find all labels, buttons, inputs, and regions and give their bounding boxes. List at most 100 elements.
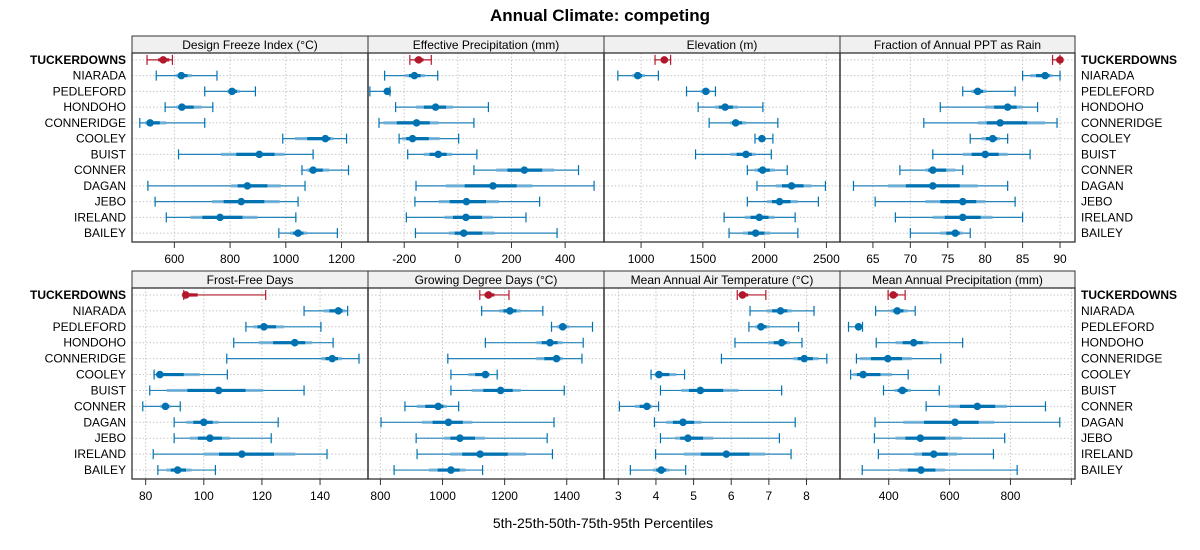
row-label-conner: CONNER [1081,163,1133,177]
percentile-mark-buist [177,149,314,160]
row-label-bailey: BAILEY [84,226,126,240]
axis-tick-label: 800 [370,489,390,503]
axis-tick-label: 4 [653,489,660,503]
median-point [255,150,264,159]
panel-3: Fraction of Annual PPT as Rain 65 70 75 80 85… [839,35,1177,266]
percentile-mark-jebo [415,433,548,444]
median-point [951,229,960,237]
row-label-tuckerdowns: TUCKERDOWNS [30,53,126,67]
panel-4: Frost-Free Days 80 100 120 140 TUCKERDOWNS NIA… [30,270,369,503]
axis-tick-label: 70 [904,252,918,266]
row-label-conneridge: CONNERIDGE [45,116,126,130]
row-label-jebo: JEBO [1081,431,1112,445]
median-point [951,418,959,427]
row-label-jebo: JEBO [95,431,126,445]
median-point [328,354,337,363]
percentile-mark-conner [925,401,1047,412]
percentile-mark-conneridge [226,353,360,364]
median-point [758,134,766,143]
axis-tick-label: 2000 [751,252,778,266]
panel-strip-title: Effective Precipitation (mm) [413,38,560,52]
median-point [408,134,417,143]
median-point [238,450,246,458]
percentile-mark-conner [142,401,181,412]
median-point [447,466,455,474]
row-label-dagan: DAGAN [1081,415,1124,429]
median-point [412,119,421,127]
median-point [444,418,453,427]
median-point [738,291,747,299]
percentile-mark-conneridge [378,117,475,128]
median-point [958,197,967,206]
axis-tick-label: -200 [392,252,416,266]
percentile-mark-dagan [147,180,306,191]
percentile-mark-jebo [414,196,541,207]
axis-tick-label: 600 [164,252,184,266]
median-point [787,182,796,190]
percentile-mark-ireland [416,449,554,460]
axis-tick-label: 90 [1053,252,1067,266]
percentile-mark-tuckerdowns [146,54,174,65]
percentile-mark-tuckerdowns [654,54,672,65]
median-point [506,307,514,315]
median-point [520,166,529,174]
median-point [696,386,705,395]
row-label-conneridge: CONNERIDGE [1081,116,1162,130]
median-point [260,322,268,331]
percentile-mark-conneridge [708,117,779,128]
median-point [414,56,423,64]
row-label-cooley: COOLEY [1081,132,1131,146]
median-point [758,166,767,174]
row-label-hondoho: HONDOHO [63,100,126,114]
panel-frame [603,52,841,243]
row-label-buist: BUIST [1081,147,1117,161]
row-label-niarada: NIARADA [1081,69,1134,83]
percentile-mark-conner [899,165,964,176]
median-point [643,402,651,411]
percentile-mark-cooley [153,369,228,380]
percentile-mark-bailey [629,465,687,476]
row-label-bailey: BAILEY [1081,226,1123,240]
panel-frame [131,52,369,243]
percentile-mark-jebo [154,196,299,207]
row-label-tuckerdowns: TUCKERDOWNS [1081,53,1177,67]
percentile-mark-bailey [157,465,217,476]
median-point [973,87,982,96]
percentile-mark-niarada [617,70,659,81]
median-point [988,134,997,143]
percentile-mark-pedleford [962,86,1016,97]
percentile-mark-hondoho [484,337,584,348]
median-point [334,307,343,315]
median-point [484,291,493,299]
percentile-mark-tuckerdowns [181,289,267,300]
median-point [434,150,443,159]
median-point [321,134,330,143]
median-point [462,213,470,222]
row-label-ireland: IRELAND [1081,447,1133,461]
percentile-mark-pedleford [550,321,594,332]
row-label-niarada: NIARADA [73,69,126,83]
percentile-mark-cooley [282,133,348,144]
percentile-mark-conneridge [720,353,828,364]
median-point [178,103,186,111]
row-label-conner: CONNER [74,163,126,177]
percentile-mark-ireland [877,449,995,460]
median-point [889,291,898,299]
median-point [973,402,982,411]
row-label-cooley: COOLEY [76,132,126,146]
row-label-conneridge: CONNERIDGE [45,352,126,366]
median-point [660,56,669,64]
median-point [909,338,918,347]
row-label-buist: BUIST [1081,383,1117,397]
row-label-hondoho: HONDOHO [1081,100,1144,114]
percentile-mark-pedleford [685,86,717,97]
panel-frame [131,287,369,480]
percentile-mark-cooley [650,369,686,380]
axis-tick-label: 8 [803,489,810,503]
panel-strip-title: Mean Annual Air Temperature (°C) [631,273,814,287]
percentile-mark-cooley [450,369,498,380]
median-point [755,213,764,222]
percentile-mark-pedleford [245,321,322,332]
row-label-ireland: IRELAND [74,447,126,461]
median-point [929,166,937,174]
